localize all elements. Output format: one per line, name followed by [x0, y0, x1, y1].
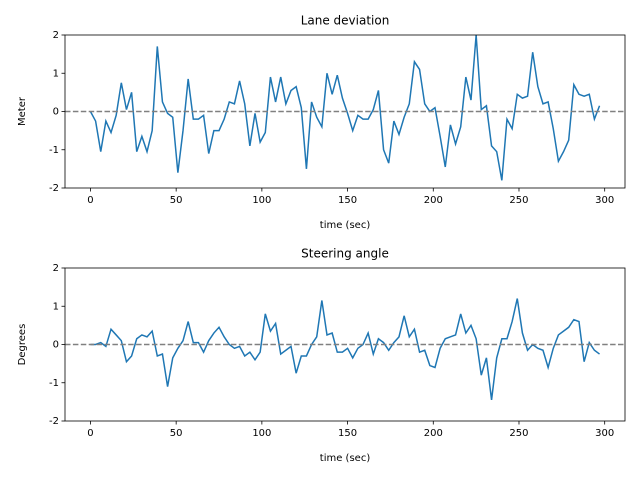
y-tick-label: -2: [49, 416, 59, 427]
x-tick-label: 100: [252, 195, 271, 206]
x-tick-label: 150: [338, 195, 357, 206]
chart-title: Steering angle: [301, 247, 389, 261]
x-tick-label: 250: [509, 195, 528, 206]
y-tick-label: 1: [53, 301, 59, 312]
x-tick-label: 300: [595, 195, 614, 206]
data-line: [89, 34, 601, 181]
y-tick-label: -2: [49, 183, 59, 194]
x-tick-label: 100: [252, 428, 271, 439]
x-tick-label: 0: [87, 195, 93, 206]
x-axis-label: time (sec): [320, 220, 371, 231]
y-tick-label: 0: [53, 340, 59, 351]
y-tick-label: -1: [49, 378, 59, 389]
axes-frame: [64, 34, 626, 189]
x-tick-label: 50: [170, 428, 183, 439]
axes-frame: [64, 267, 626, 422]
y-tick-label: -1: [49, 145, 59, 156]
x-tick-label: 0: [87, 428, 93, 439]
x-tick-label: 200: [424, 195, 443, 206]
x-tick-label: 300: [595, 428, 614, 439]
y-axis-label: Meter: [17, 96, 28, 126]
y-tick-label: 0: [53, 107, 59, 118]
y-tick-label: 2: [53, 30, 59, 41]
y-tick-label: 2: [53, 263, 59, 274]
x-tick-label: 50: [170, 195, 183, 206]
x-axis-label: time (sec): [320, 453, 371, 464]
data-line: [90, 298, 600, 401]
chart-title: Lane deviation: [301, 14, 390, 28]
x-tick-label: 150: [338, 428, 357, 439]
y-tick-label: 1: [53, 68, 59, 79]
x-tick-label: 250: [509, 428, 528, 439]
y-axis-label: Degrees: [17, 324, 28, 366]
x-tick-label: 200: [424, 428, 443, 439]
